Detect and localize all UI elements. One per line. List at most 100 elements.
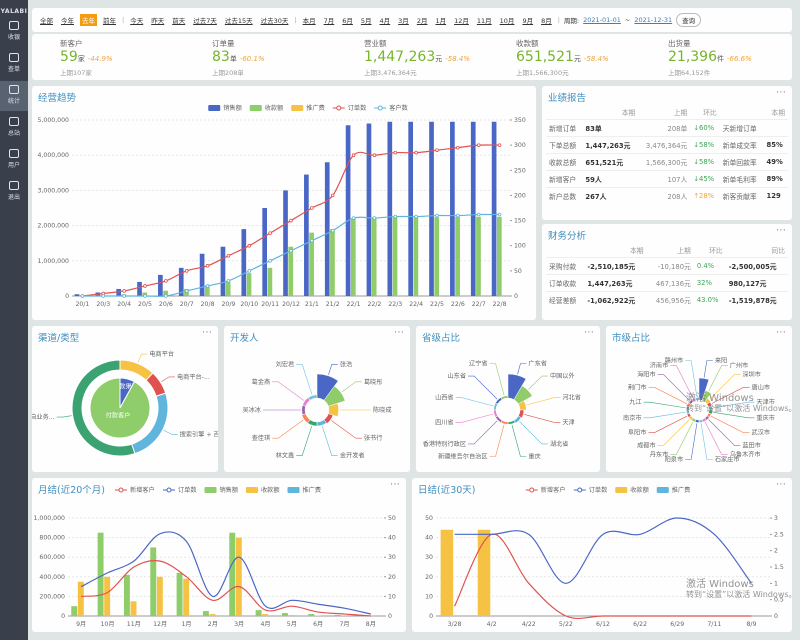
filter-button[interactable]: 去年 (80, 14, 97, 26)
kpi-card: 新客户 59家 -44.9% 上期107家 (32, 34, 184, 80)
sidebar-item[interactable]: 退出 (0, 177, 28, 207)
leader-line (708, 419, 741, 446)
filter-button[interactable]: 过去7天 (193, 17, 217, 25)
menu[interactable]: ⋯ (202, 327, 212, 338)
bar (477, 529, 491, 616)
filter-button[interactable]: 2月 (416, 17, 428, 25)
kpi-change: -44.9% (87, 55, 113, 63)
sidebar-item[interactable]: 总站 (0, 113, 28, 143)
sector-label: 付款客户 (106, 412, 131, 420)
x-tick-label: 3/28 (448, 621, 462, 628)
header-cell (546, 244, 584, 257)
panel-title: 财务分析 (548, 231, 587, 242)
yoy: -1,519,878元 (725, 290, 788, 308)
query-button[interactable]: 查询 (676, 13, 702, 27)
leader-line (711, 387, 750, 404)
x-tick-label: 11月 (127, 621, 141, 628)
line-marker (184, 269, 189, 273)
filter-button[interactable]: 1月 (435, 17, 447, 25)
filter-button[interactable]: 全部 (40, 17, 53, 25)
filter-button[interactable]: 4月 (379, 17, 391, 25)
filter-button[interactable]: 前年 (103, 17, 116, 25)
header-cell: 本期 (771, 109, 785, 118)
previous: 3,476,364元 (638, 135, 691, 153)
leader-line (296, 364, 313, 395)
kpi-card: 营业额 1,447,263元 -58.4% 上期3,476,364元 (336, 34, 488, 80)
kpi-previous: 上期208单 (212, 69, 244, 77)
filter-button[interactable]: 本月 (302, 17, 316, 25)
filter-button[interactable]: 前天 (172, 17, 186, 25)
filter-button[interactable]: 过去30天 (260, 17, 289, 25)
y-tick-label: 20 (425, 574, 433, 581)
x-tick-label: 20/5 (138, 301, 152, 308)
y2-tick-label: 300 (514, 142, 526, 149)
sector-label: 阳泉市 (665, 455, 684, 463)
start-date[interactable]: 2021-01-01 (583, 16, 621, 24)
x-tick-label: 22/4 (409, 301, 423, 308)
filter-button[interactable]: 今年 (61, 17, 74, 25)
menu[interactable]: ⋯ (394, 327, 404, 338)
menu[interactable]: ⋯ (390, 479, 400, 490)
filter-button[interactable]: 5月 (360, 17, 372, 25)
filter-button[interactable]: 7月 (323, 17, 335, 25)
filter-button[interactable]: 今天 (130, 17, 144, 25)
bar (97, 532, 104, 616)
y-tick-label: 1,000,000 (34, 515, 66, 522)
x-tick-label: 20/9 (221, 301, 235, 308)
kpi-value: 1,447,263 (364, 49, 436, 65)
icon (9, 53, 19, 62)
kpi-label: 新客户 (60, 39, 83, 48)
y2-tick-label: 2 (774, 548, 778, 555)
end-date[interactable]: 2021-12-31 (634, 16, 673, 24)
report-table: 本期 上期 环比 本期 新增订单 83单 208单 ↓60% 天新增订单 下单总额 1,447,26… (546, 106, 788, 204)
separator: | (122, 16, 125, 24)
filter-button[interactable]: 12月 (454, 17, 469, 25)
line-marker (122, 294, 126, 298)
filter-button[interactable]: 昨天 (151, 17, 165, 25)
filter-button[interactable]: 过去15天 (224, 17, 253, 25)
ratio: ↑28% (690, 186, 720, 204)
filter-button[interactable]: 11月 (476, 17, 492, 25)
filter-button[interactable]: 9月 (522, 17, 534, 25)
menu[interactable]: ⋯ (776, 327, 786, 338)
menu[interactable]: ⋯ (776, 87, 786, 98)
sector-label: 海阳市 (637, 371, 656, 379)
legend-label: 新增客户 (130, 486, 155, 494)
filter-button[interactable]: 8月 (541, 17, 552, 25)
sidebar-item[interactable]: 用户 (0, 145, 28, 175)
legend-label: 订单数 (348, 104, 367, 112)
sector-label: 阜阳市 (628, 429, 647, 437)
sector-label: 蓝田市 (742, 441, 761, 449)
legend-swatch (246, 487, 258, 493)
sidebar-item[interactable]: 收银 (0, 17, 28, 47)
bar (491, 121, 497, 296)
filter-button[interactable]: 6月 (342, 17, 353, 25)
sidebar-item[interactable]: 统计 (0, 81, 28, 111)
previous: 467,136元 (646, 273, 694, 291)
kpi-value-line: 83单 -60.1% (212, 49, 336, 67)
side-label: 天新增订单 (719, 118, 764, 136)
leader-line (685, 423, 698, 460)
sector-label: 山西省 (435, 394, 454, 402)
finance-table: 本期 上期 环比 同比 采购付款 -2,510,185元 -10,180元 0.4% -2,50… (546, 244, 788, 308)
filter-button[interactable]: 10月 (499, 17, 515, 25)
sidebar-item[interactable]: 查单 (0, 49, 28, 79)
sidebar-label: 总站 (7, 130, 20, 137)
line-marker (226, 279, 231, 283)
kpi-value-line: 21,396件 -66.6% (668, 49, 792, 67)
filter-button[interactable]: 3月 (398, 17, 409, 25)
menu[interactable]: ⋯ (584, 327, 594, 338)
menu[interactable]: ⋯ (776, 479, 786, 490)
kpi-change: -66.6% (727, 55, 752, 63)
chart: 0 1,000,000 2,000,000 3,000,000 4,000,000 5,0… (38, 104, 526, 308)
ratio: ↓45% (690, 169, 720, 187)
legend-label: 收款额 (265, 104, 284, 112)
y2-tick-label: 1.5 (774, 564, 784, 571)
line-marker (414, 150, 418, 155)
x-tick-label: 7月 (339, 621, 349, 628)
leader-line (709, 374, 741, 400)
legend-swatch (577, 487, 583, 493)
y-tick-label: 30 (425, 554, 433, 561)
bar (455, 216, 460, 296)
menu[interactable]: ⋯ (776, 225, 786, 236)
